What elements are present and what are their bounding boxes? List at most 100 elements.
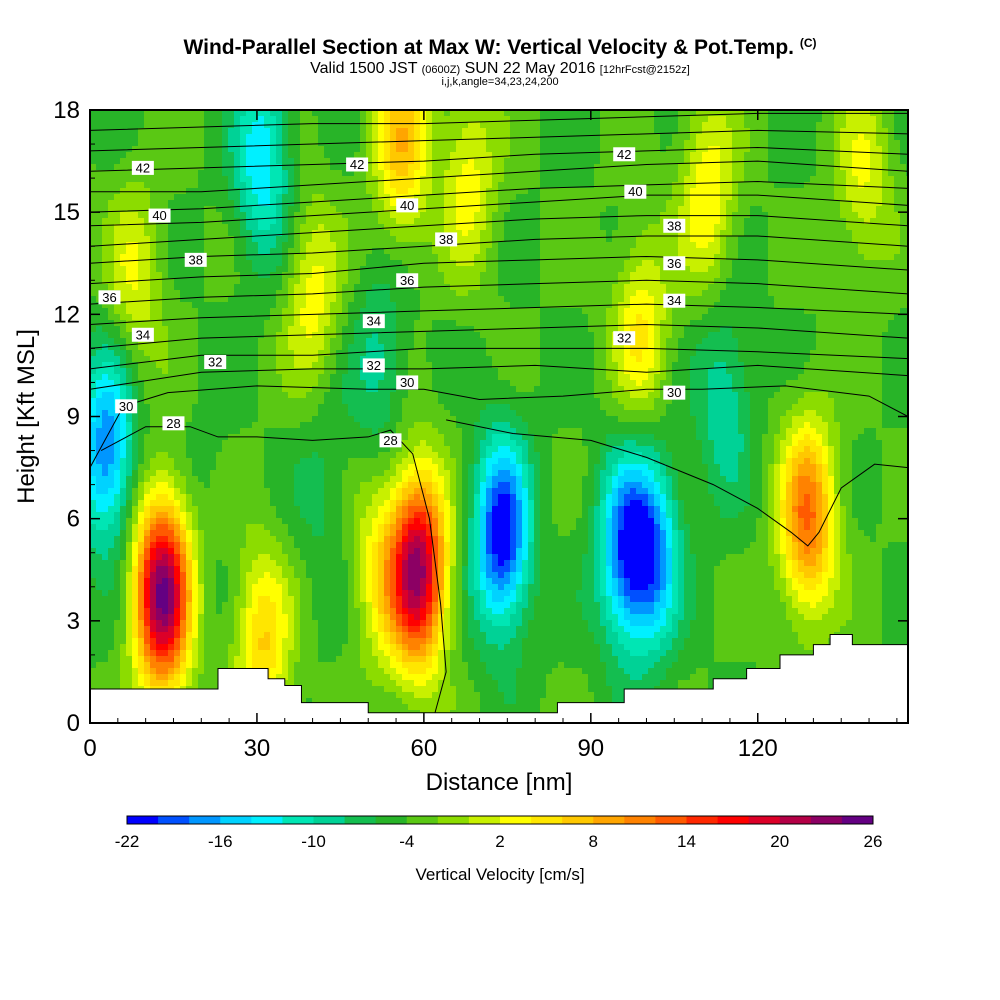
- w-cell: [714, 272, 721, 279]
- w-cell: [630, 278, 637, 285]
- w-cell: [612, 218, 619, 225]
- w-cell: [786, 260, 793, 267]
- w-cell: [492, 176, 499, 183]
- w-cell: [96, 224, 103, 231]
- w-cell: [174, 146, 181, 153]
- w-cell: [198, 230, 205, 237]
- w-cell: [570, 296, 577, 303]
- w-cell: [228, 284, 235, 291]
- w-cell: [774, 218, 781, 225]
- w-cell: [846, 230, 853, 237]
- w-cell: [270, 272, 277, 279]
- w-cell: [540, 146, 547, 153]
- w-cell: [318, 320, 325, 327]
- w-cell: [258, 278, 265, 285]
- w-cell: [660, 200, 667, 207]
- w-cell: [714, 278, 721, 285]
- w-cell: [876, 164, 883, 171]
- w-cell: [552, 218, 559, 225]
- w-cell: [456, 152, 463, 159]
- w-cell: [870, 278, 877, 285]
- w-cell: [186, 158, 193, 165]
- w-cell: [420, 182, 427, 189]
- w-cell: [444, 164, 451, 171]
- w-cell: [690, 242, 697, 249]
- w-cell: [774, 200, 781, 207]
- w-cell: [864, 218, 871, 225]
- w-cell: [720, 152, 727, 159]
- w-cell: [690, 182, 697, 189]
- w-cell: [390, 200, 397, 207]
- w-cell: [846, 320, 853, 327]
- w-cell: [744, 260, 751, 267]
- w-cell: [438, 314, 445, 321]
- w-cell: [150, 110, 157, 117]
- w-cell: [612, 134, 619, 141]
- w-cell: [420, 242, 427, 249]
- w-cell: [642, 176, 649, 183]
- w-cell: [216, 206, 223, 213]
- w-cell: [738, 254, 745, 261]
- w-cell: [192, 278, 199, 285]
- w-cell: [228, 146, 235, 153]
- w-cell: [396, 248, 403, 255]
- w-cell: [198, 296, 205, 303]
- w-cell: [372, 278, 379, 285]
- w-cell: [582, 206, 589, 213]
- w-cell: [198, 170, 205, 177]
- w-cell: [120, 218, 127, 225]
- w-cell: [594, 206, 601, 213]
- w-cell: [738, 110, 745, 117]
- w-cell: [192, 200, 199, 207]
- w-cell: [234, 110, 241, 117]
- w-cell: [522, 182, 529, 189]
- w-cell: [114, 158, 121, 165]
- w-cell: [480, 278, 487, 285]
- w-cell: [864, 302, 871, 309]
- w-cell: [570, 146, 577, 153]
- w-cell: [276, 230, 283, 237]
- w-cell: [600, 266, 607, 273]
- w-cell: [372, 176, 379, 183]
- w-cell: [180, 170, 187, 177]
- w-cell: [540, 218, 547, 225]
- w-cell: [636, 254, 643, 261]
- w-cell: [702, 302, 709, 309]
- w-cell: [162, 224, 169, 231]
- w-cell: [582, 266, 589, 273]
- w-cell: [138, 176, 145, 183]
- w-cell: [282, 146, 289, 153]
- w-cell: [282, 176, 289, 183]
- w-cell: [408, 128, 415, 135]
- w-cell: [876, 128, 883, 135]
- w-cell: [378, 146, 385, 153]
- w-cell: [432, 248, 439, 255]
- w-cell: [600, 242, 607, 249]
- w-cell: [180, 296, 187, 303]
- w-cell: [882, 278, 889, 285]
- w-cell: [702, 266, 709, 273]
- w-cell: [690, 254, 697, 261]
- w-cell: [330, 314, 337, 321]
- w-cell: [504, 194, 511, 201]
- w-cell: [450, 182, 457, 189]
- w-cell: [198, 206, 205, 213]
- w-cell: [132, 122, 139, 129]
- w-cell: [540, 314, 547, 321]
- w-cell: [882, 134, 889, 141]
- w-cell: [576, 314, 583, 321]
- w-cell: [252, 134, 259, 141]
- w-cell: [222, 320, 229, 327]
- w-cell: [480, 194, 487, 201]
- w-cell: [468, 146, 475, 153]
- w-cell: [480, 320, 487, 327]
- w-cell: [690, 218, 697, 225]
- w-cell: [672, 134, 679, 141]
- w-cell: [546, 176, 553, 183]
- w-cell: [330, 272, 337, 279]
- w-cell: [414, 230, 421, 237]
- w-cell: [600, 176, 607, 183]
- w-cell: [306, 236, 313, 243]
- w-cell: [798, 266, 805, 273]
- w-cell: [720, 236, 727, 243]
